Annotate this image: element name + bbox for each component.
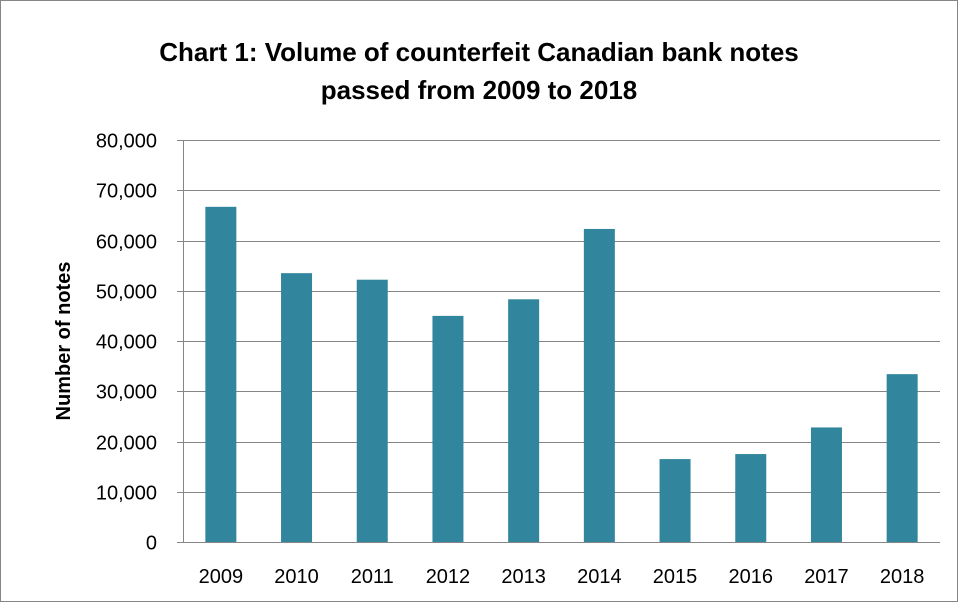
x-tick-label: 2017 [804,566,849,588]
bar-2009 [205,206,237,542]
x-tick-label: 2018 [880,566,925,588]
chart-title-line-1: Chart 1: Volume of counterfeit Canadian … [159,37,799,67]
chart-title-line-2: passed from 2009 to 2018 [320,75,638,105]
x-tick-label: 2016 [729,566,774,588]
bar-2017 [810,427,842,542]
y-tick-label: 10,000 [96,483,157,505]
y-tick-label: 80,000 [96,131,157,153]
tick-labels: 0 10,000 20,000 30,000 40,000 50,000 60,000 70,… [96,131,925,589]
x-tick-label: 2014 [577,566,622,588]
bar-2011 [356,279,388,542]
y-axis-title: Number of notes [53,262,75,421]
bar-2013 [508,299,540,542]
bar-2012 [432,315,464,542]
x-tick-label: 2011 [351,566,394,588]
x-tick-label: 2010 [274,566,319,588]
y-tick-label: 30,000 [96,382,157,404]
bar-2018 [886,374,918,542]
y-tick-label: 40,000 [96,332,157,354]
axes [177,140,940,543]
x-tick-label: 2012 [426,566,471,588]
x-tick-label: 2013 [501,566,546,588]
bar-2015 [659,459,691,542]
bar-2010 [281,273,313,542]
bar-2016 [735,454,767,542]
x-tick-label: 2015 [653,566,698,588]
y-tick-label: 60,000 [96,232,157,254]
bar-2014 [583,228,615,542]
x-tick-label: 2009 [199,566,244,588]
bars [205,206,918,542]
chart-title: Chart 1: Volume of counterfeit Canadian … [0,33,958,109]
y-tick-label: 20,000 [96,433,157,455]
y-tick-label: 50,000 [96,282,157,304]
y-tick-label: 0 [146,533,157,555]
y-tick-label: 70,000 [96,181,157,203]
